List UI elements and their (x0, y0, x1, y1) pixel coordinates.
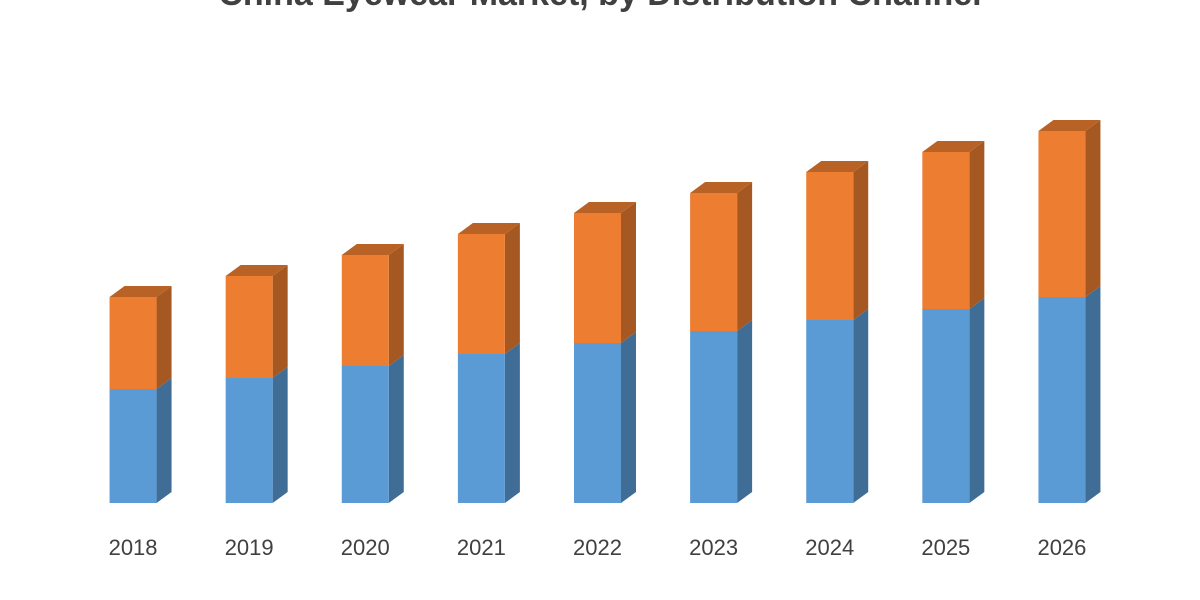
bar-side (156, 378, 172, 503)
x-tick-label: 2020 (341, 535, 390, 560)
bar-segment (806, 172, 854, 320)
bar-segment (574, 343, 621, 503)
bar-side (1085, 286, 1101, 503)
bar-side (504, 343, 520, 503)
bar-segment (457, 234, 505, 354)
bar-top (690, 182, 753, 193)
x-tick-label: 2018 (109, 535, 158, 560)
bar-side (621, 332, 636, 503)
bar-top (574, 202, 636, 213)
bar-top (341, 244, 404, 255)
bar-side (737, 182, 753, 331)
bar-side (388, 244, 404, 366)
bar-side (737, 320, 753, 503)
bar-side (969, 141, 985, 309)
bar-segment (922, 152, 970, 309)
bar-top (806, 161, 869, 172)
bar-side (853, 161, 869, 320)
bar-segment (1038, 131, 1086, 297)
bar-segment (690, 331, 738, 503)
x-tick-label: 2021 (457, 535, 506, 560)
chart-title: China Eyewear Market, by Distribution Ch… (218, 0, 981, 13)
bar-side (1085, 120, 1101, 297)
bar-segment (1038, 297, 1086, 503)
bar-segment (457, 354, 505, 503)
bar-top (457, 223, 520, 234)
bar-side (969, 298, 985, 503)
bar-segment (574, 213, 621, 343)
bar-segment (806, 320, 854, 503)
bar-segment (225, 276, 273, 378)
bar-side (621, 202, 636, 343)
bar-segment (341, 366, 389, 503)
bar-segment (922, 309, 970, 503)
bar-side (272, 367, 288, 503)
bar-top (1038, 120, 1101, 131)
bar-top (922, 141, 985, 152)
bar-segment (225, 378, 273, 503)
bar-side (388, 355, 404, 503)
bar-side (272, 265, 288, 378)
x-tick-label: 2026 (1037, 535, 1086, 560)
x-tick-label: 2019 (225, 535, 274, 560)
bar-segment (109, 297, 157, 389)
bar-segment (690, 193, 738, 331)
x-tick-label: 2024 (805, 535, 854, 560)
bar-segment (341, 255, 389, 366)
bar-side (853, 309, 869, 503)
x-tick-label: 2022 (573, 535, 622, 560)
bar-side (156, 286, 172, 389)
bar-top (225, 265, 288, 276)
bar-segment (109, 389, 157, 503)
bar-top (109, 286, 172, 297)
x-tick-label: 2025 (921, 535, 970, 560)
bar-side (504, 223, 520, 354)
x-tick-label: 2023 (689, 535, 738, 560)
